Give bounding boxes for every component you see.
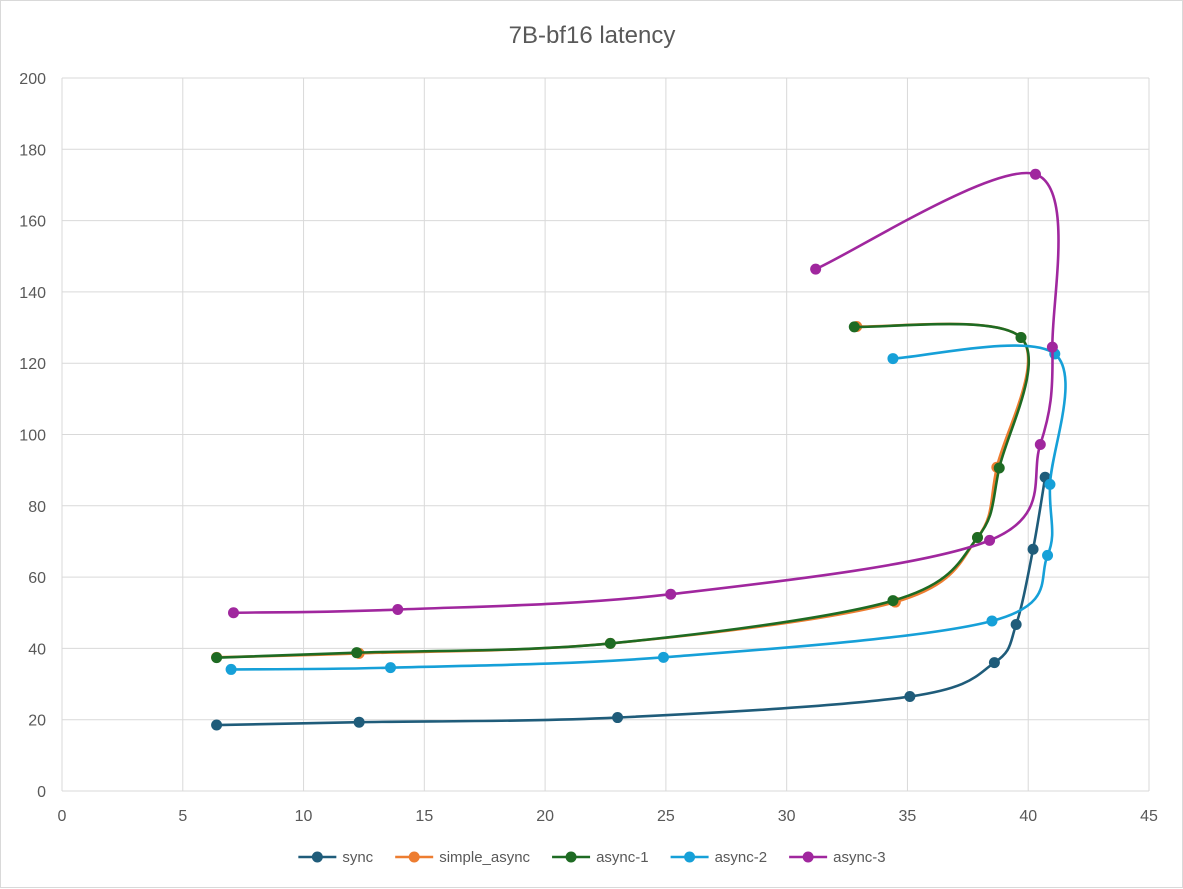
data-point: [1042, 549, 1054, 561]
y-tick-label: 60: [28, 570, 46, 587]
legend-label: async-2: [715, 849, 768, 866]
series-async-1: [211, 321, 1031, 664]
y-tick-label: 40: [28, 641, 46, 658]
legend-swatch-marker: [565, 851, 577, 863]
y-tick-label: 80: [28, 499, 46, 516]
data-point: [986, 615, 998, 627]
legend-label: async-3: [833, 849, 886, 866]
data-point: [211, 719, 223, 731]
data-point: [887, 595, 899, 607]
legend: sync simple_async async-1 async-2 async-3: [298, 849, 886, 866]
x-tick-label: 20: [536, 808, 554, 825]
legend-item-sync: sync: [298, 849, 374, 866]
legend-item-async-2: async-2: [670, 849, 768, 866]
series-async-3: [228, 168, 1060, 619]
legend-swatch-marker: [408, 851, 420, 863]
series-line: [215, 322, 1030, 659]
x-tick-label: 35: [899, 808, 917, 825]
data-point: [385, 662, 397, 674]
data-point: [984, 534, 996, 546]
data-point: [211, 652, 223, 664]
axis-tick-labels: 0 5 10 15 20 25 30 35 40 45 0 20 40 60 80 100 120 140 160 1…: [19, 71, 1158, 825]
data-point: [351, 647, 363, 659]
data-point: [1034, 438, 1046, 450]
y-tick-label: 180: [19, 142, 46, 159]
data-point: [848, 321, 860, 333]
legend-swatch-marker: [802, 851, 814, 863]
data-point: [657, 651, 669, 663]
legend-swatch-marker: [311, 851, 323, 863]
legend-label: sync: [342, 849, 373, 866]
y-tick-label: 160: [19, 214, 46, 231]
data-point: [810, 263, 822, 275]
data-point: [1015, 332, 1027, 344]
series-async-2: [225, 344, 1067, 675]
x-tick-label: 15: [415, 808, 433, 825]
data-point: [971, 532, 983, 544]
x-tick-label: 25: [657, 808, 675, 825]
x-tick-label: 10: [295, 808, 313, 825]
data-point: [612, 712, 624, 724]
x-tick-label: 0: [58, 808, 67, 825]
data-point: [988, 657, 1000, 669]
x-tick-label: 30: [778, 808, 796, 825]
data-point: [604, 637, 616, 649]
data-point: [1044, 478, 1056, 490]
data-point: [353, 716, 365, 728]
data-point: [1027, 543, 1039, 555]
y-tick-label: 100: [19, 428, 46, 445]
data-point: [228, 607, 240, 619]
data-point: [993, 462, 1005, 474]
legend-swatch-marker: [684, 851, 696, 863]
y-tick-label: 120: [19, 356, 46, 373]
legend-item-simple_async: simple_async: [395, 849, 531, 866]
y-tick-label: 0: [37, 784, 46, 801]
y-tick-label: 140: [19, 285, 46, 302]
series-sync: [211, 471, 1051, 731]
data-point: [887, 353, 899, 365]
series-line: [215, 475, 1047, 727]
chart-title: 7B-bf16 latency: [509, 22, 676, 49]
legend-item-async-1: async-1: [552, 849, 649, 866]
legend-item-async-3: async-3: [789, 849, 886, 866]
x-tick-label: 40: [1019, 808, 1037, 825]
legend-label: simple_async: [439, 849, 530, 866]
y-tick-label: 200: [19, 71, 46, 88]
data-point: [225, 663, 237, 675]
data-point: [1046, 341, 1058, 353]
data-point: [392, 604, 404, 616]
data-point: [904, 691, 916, 703]
series-layer: [211, 168, 1067, 731]
series-line: [229, 344, 1067, 671]
y-tick-label: 20: [28, 713, 46, 730]
data-point: [665, 588, 677, 600]
series-line: [232, 171, 1060, 615]
data-point: [1010, 619, 1022, 631]
x-tick-label: 45: [1140, 808, 1158, 825]
legend-label: async-1: [596, 849, 649, 866]
x-tick-label: 5: [178, 808, 187, 825]
data-point: [1029, 168, 1041, 180]
gridlines: [61, 77, 1150, 792]
